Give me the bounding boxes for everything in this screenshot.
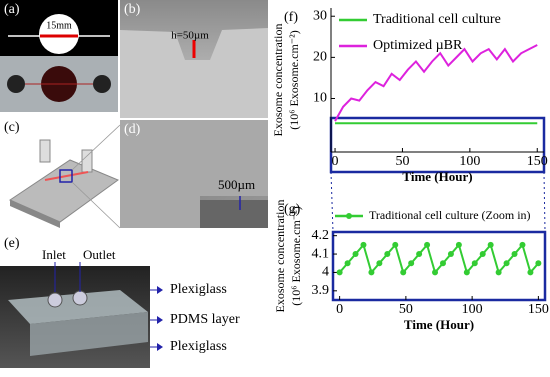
data-point bbox=[471, 260, 478, 267]
data-point bbox=[463, 269, 470, 276]
data-point bbox=[392, 241, 399, 248]
y-tick-label: 4.1 bbox=[312, 246, 330, 261]
y-tick-label: 3.9 bbox=[312, 283, 330, 298]
y-tick-label: 10 bbox=[313, 91, 327, 106]
data-point bbox=[360, 241, 367, 248]
panel-label: (e) bbox=[4, 236, 20, 251]
data-point bbox=[424, 241, 431, 248]
annotation: PDMS layer bbox=[170, 312, 240, 327]
data-point bbox=[503, 260, 510, 267]
x-axis-label: Time (Hour) bbox=[402, 169, 472, 184]
series-line bbox=[334, 44, 538, 122]
data-point bbox=[495, 269, 502, 276]
data-point bbox=[352, 251, 359, 258]
x-tick-label: 150 bbox=[528, 302, 549, 317]
photo-b bbox=[120, 0, 268, 118]
zoom-connector bbox=[330, 171, 334, 233]
panel-label: (f) bbox=[284, 10, 298, 25]
data-point bbox=[487, 241, 494, 248]
photo-c bbox=[0, 118, 121, 229]
x-tick-label: 150 bbox=[527, 154, 548, 169]
y-axis-label: Exosome concentration bbox=[273, 200, 287, 313]
x-tick-label: 100 bbox=[462, 302, 483, 317]
x-axis-label: Time (Hour) bbox=[404, 317, 474, 332]
legend-marker bbox=[346, 213, 352, 219]
legend-label: Traditional cell culture bbox=[373, 12, 501, 27]
annotation: 15mm bbox=[46, 20, 72, 31]
data-point bbox=[400, 269, 407, 276]
annotation: Plexiglass bbox=[170, 339, 227, 354]
photo-a bbox=[0, 0, 118, 112]
zoom-box bbox=[331, 230, 547, 302]
data-point bbox=[368, 269, 375, 276]
x-tick-label: 50 bbox=[395, 154, 409, 169]
y-tick-label: 4 bbox=[322, 265, 329, 280]
panel-label: (c) bbox=[4, 120, 20, 135]
y-tick-label: 20 bbox=[313, 50, 327, 65]
photo-d bbox=[120, 120, 268, 228]
x-tick-label: 100 bbox=[459, 154, 480, 169]
panel-label: (b) bbox=[124, 2, 141, 17]
data-point bbox=[408, 260, 415, 267]
data-point bbox=[535, 260, 542, 267]
y-axis-label: Exosome concentration bbox=[271, 24, 285, 137]
y-tick-label: 30 bbox=[313, 8, 327, 23]
legend-label: Optimized µBR bbox=[373, 38, 463, 53]
zoom-box bbox=[329, 116, 546, 174]
data-point bbox=[432, 269, 439, 276]
photo-e bbox=[0, 262, 163, 368]
data-point bbox=[344, 260, 351, 267]
panel-label: (g) bbox=[284, 202, 301, 217]
data-point bbox=[416, 251, 423, 258]
annotation: h=50µm bbox=[171, 30, 209, 42]
annotation: Outlet bbox=[83, 247, 116, 262]
x-tick-label: 50 bbox=[399, 302, 413, 317]
panel-label: (a) bbox=[4, 2, 20, 17]
annotation: 500µm bbox=[218, 177, 255, 192]
data-point bbox=[336, 269, 343, 276]
data-point bbox=[519, 241, 526, 248]
data-point bbox=[384, 251, 391, 258]
annotation: Inlet bbox=[42, 247, 66, 262]
x-tick-label: 0 bbox=[336, 302, 343, 317]
zoom-connector bbox=[543, 171, 546, 233]
data-point bbox=[527, 269, 534, 276]
data-point bbox=[511, 251, 518, 258]
data-point bbox=[376, 260, 383, 267]
y-tick-label: 4.2 bbox=[312, 228, 330, 243]
y-axis-label: (10⁶ Exosome.cm⁻²) bbox=[287, 30, 301, 129]
panel-label: (d) bbox=[124, 122, 141, 137]
data-point bbox=[455, 241, 462, 248]
y-axis-label: (10⁶ Exosome.cm⁻²) bbox=[289, 206, 303, 305]
data-point bbox=[447, 251, 454, 258]
series-line bbox=[338, 242, 540, 275]
legend-label: Traditional cell culture (Zoom in) bbox=[369, 208, 531, 222]
x-tick-label: 0 bbox=[332, 154, 339, 169]
annotation: Plexiglass bbox=[170, 282, 227, 297]
data-point bbox=[479, 251, 486, 258]
data-point bbox=[439, 260, 446, 267]
